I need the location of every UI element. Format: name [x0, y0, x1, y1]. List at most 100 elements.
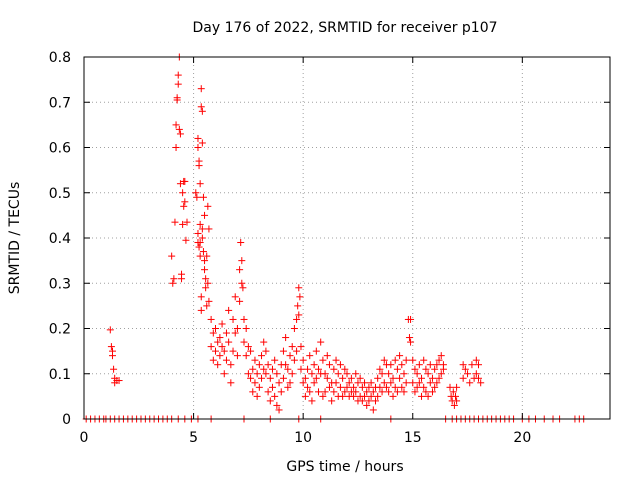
y-tick-label: 0.6: [49, 141, 71, 157]
data-point: [297, 365, 305, 373]
data-point: [367, 392, 375, 400]
data-point: [288, 370, 296, 378]
data-point: [385, 370, 393, 378]
data-point: [222, 356, 230, 364]
x-tick-label: 10: [294, 430, 312, 446]
data-point: [247, 347, 255, 355]
data-point: [433, 361, 441, 369]
data-point: [325, 383, 333, 391]
data-point: [231, 293, 239, 301]
data-point: [396, 352, 404, 360]
data-point: [218, 343, 226, 351]
data-point: [196, 252, 204, 260]
data-point: [197, 85, 205, 93]
x-tick-label: 20: [513, 430, 531, 446]
data-point: [251, 356, 259, 364]
data-point: [169, 279, 177, 287]
data-point: [216, 334, 224, 342]
data-point: [420, 356, 428, 364]
data-point: [363, 401, 371, 409]
data-point: [336, 383, 344, 391]
y-tick-label: 0.1: [49, 367, 71, 383]
data-point: [380, 379, 388, 387]
data-point: [110, 365, 118, 373]
data-point: [266, 397, 274, 405]
data-point: [459, 374, 467, 382]
data-point: [194, 144, 202, 151]
data-point: [420, 383, 428, 391]
data-point: [319, 356, 327, 364]
data-point: [350, 383, 358, 391]
data-point: [284, 383, 292, 391]
data-point: [175, 125, 183, 133]
data-point: [385, 388, 393, 396]
data-point: [400, 370, 408, 378]
data-point: [271, 356, 279, 364]
data-point: [253, 370, 261, 378]
data-point: [347, 374, 355, 382]
x-tick-label: 0: [80, 430, 89, 446]
data-point: [282, 334, 290, 342]
data-point: [255, 383, 263, 391]
data-point: [197, 103, 205, 111]
data-point: [207, 343, 215, 351]
data-point: [236, 266, 244, 274]
x-tick-labels: 0 5 10 15 20: [80, 430, 532, 446]
data-point: [194, 134, 202, 142]
data-point: [426, 379, 434, 387]
x-tick-label: 5: [189, 430, 198, 446]
data-point: [428, 374, 436, 382]
data-point: [315, 388, 323, 396]
data-point: [198, 234, 206, 242]
data-point: [197, 293, 205, 301]
data-point: [415, 361, 423, 369]
y-tick-label: 0.4: [49, 231, 71, 247]
data-point: [260, 338, 268, 346]
data-point: [170, 275, 178, 283]
data-point: [244, 370, 252, 378]
data-point: [180, 202, 188, 210]
data-point: [332, 379, 340, 387]
data-point: [323, 374, 331, 382]
data-point: [258, 352, 266, 360]
data-point: [209, 329, 217, 337]
data-point: [299, 356, 307, 364]
data-point: [411, 388, 419, 396]
data-point: [168, 252, 176, 260]
data-point: [415, 379, 423, 387]
data-point: [264, 388, 272, 396]
data-point: [247, 374, 255, 382]
data-point: [290, 325, 298, 332]
data-point: [202, 275, 210, 283]
data-point: [341, 365, 349, 373]
data-point: [295, 284, 303, 292]
data-point: [279, 347, 287, 355]
data-point: [220, 370, 228, 378]
data-point: [275, 406, 283, 414]
data-point: [301, 392, 309, 400]
data-point: [426, 361, 434, 369]
data-point: [106, 326, 114, 334]
data-point: [387, 379, 395, 387]
data-point: [299, 379, 307, 387]
data-points: [82, 53, 588, 423]
data-point: [312, 374, 320, 382]
data-point: [178, 275, 186, 283]
data-point: [330, 365, 338, 373]
data-point: [345, 379, 353, 387]
data-point: [334, 370, 342, 378]
data-point: [204, 279, 212, 287]
data-point: [181, 177, 189, 185]
data-point: [431, 365, 439, 373]
data-point: [249, 365, 257, 373]
data-point: [108, 352, 116, 360]
data-point: [468, 361, 476, 369]
y-tick-label: 0.7: [49, 95, 71, 111]
data-point: [277, 388, 285, 396]
data-point: [237, 239, 245, 247]
data-point: [376, 383, 384, 391]
data-point: [466, 379, 474, 387]
data-point: [214, 338, 222, 346]
data-point: [352, 370, 360, 378]
